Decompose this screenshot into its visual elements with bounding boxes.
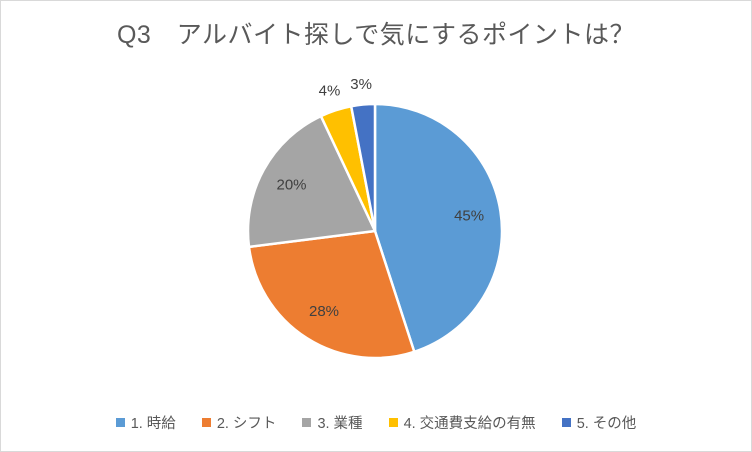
pie-slice-1 (373, 102, 504, 354)
legend-item-1: 1. 時給 (115, 412, 176, 433)
data-label-1: 45% (454, 208, 484, 225)
legend-marker-icon (115, 418, 125, 427)
data-label-3: 20% (276, 177, 306, 194)
data-label-5: 3% (350, 76, 372, 93)
legend-marker-icon (201, 418, 211, 427)
pie-slice-5 (349, 102, 377, 233)
legend-label: 3. 業種 (317, 416, 363, 432)
data-label-2: 28% (309, 303, 339, 320)
legend-marker-icon (561, 418, 571, 427)
legend-label: 4. 交通費支給の有無 (403, 416, 536, 432)
legend-item-3: 3. 業種 (302, 412, 363, 433)
pie-slice-2 (247, 229, 416, 360)
legend-marker-icon (388, 418, 398, 427)
data-label-4: 4% (319, 82, 341, 99)
legend-item-2: 2. シフト (201, 412, 277, 433)
chart-legend: 1. 時給 2. シフト 3. 業種 4. 交通費支給の有無 5. その他 (1, 412, 751, 433)
legend-item-4: 4. 交通費支給の有無 (388, 412, 536, 433)
legend-item-5: 5. その他 (561, 412, 637, 433)
legend-label: 2. シフト (216, 416, 277, 432)
legend-marker-icon (302, 418, 312, 427)
pie-slice-3 (246, 114, 377, 249)
legend-label: 1. 時給 (130, 416, 176, 432)
chart-title: Q3 アルバイト探しで気にするポイントは？ (116, 21, 636, 49)
legend-label: 5. その他 (576, 416, 637, 432)
